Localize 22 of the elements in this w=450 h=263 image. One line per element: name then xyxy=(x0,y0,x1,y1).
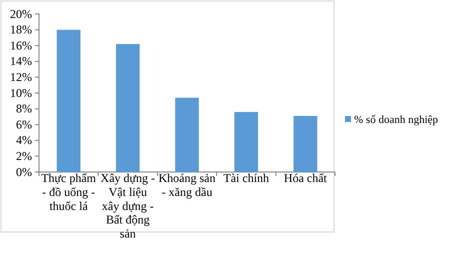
y-tick-label: 0% xyxy=(16,164,32,179)
x-tick-label: Xây dựng - Vật liệu xây dựng - Bất động sản xyxy=(100,171,156,240)
y-tick-label: 6% xyxy=(16,117,32,132)
x-tick-label: Khoáng sản - xăng dầu xyxy=(158,171,216,199)
bar xyxy=(234,112,258,172)
y-tick-label: 12% xyxy=(10,70,32,84)
y-tick-label: 16% xyxy=(10,38,32,52)
y-tick-label: 18% xyxy=(10,22,32,37)
y-tick-label: 4% xyxy=(16,133,32,148)
y-tick-label: 2% xyxy=(16,149,32,164)
x-tick-label: Thực phẩm - đồ uống - thuốc lá xyxy=(41,171,97,213)
y-tick-label: 20% xyxy=(10,6,32,21)
bar xyxy=(175,98,199,172)
x-tick-label: Hóa chất xyxy=(284,171,328,186)
y-tick-label: 8% xyxy=(16,102,32,116)
bar xyxy=(116,44,140,172)
bar xyxy=(56,30,80,172)
y-tick-label: 14% xyxy=(10,54,32,68)
y-tick-label: 10% xyxy=(10,86,32,100)
x-tick-label: Tài chính xyxy=(223,171,270,186)
bar xyxy=(294,116,318,172)
legend-label: % số doanh nghiệp xyxy=(354,114,439,126)
